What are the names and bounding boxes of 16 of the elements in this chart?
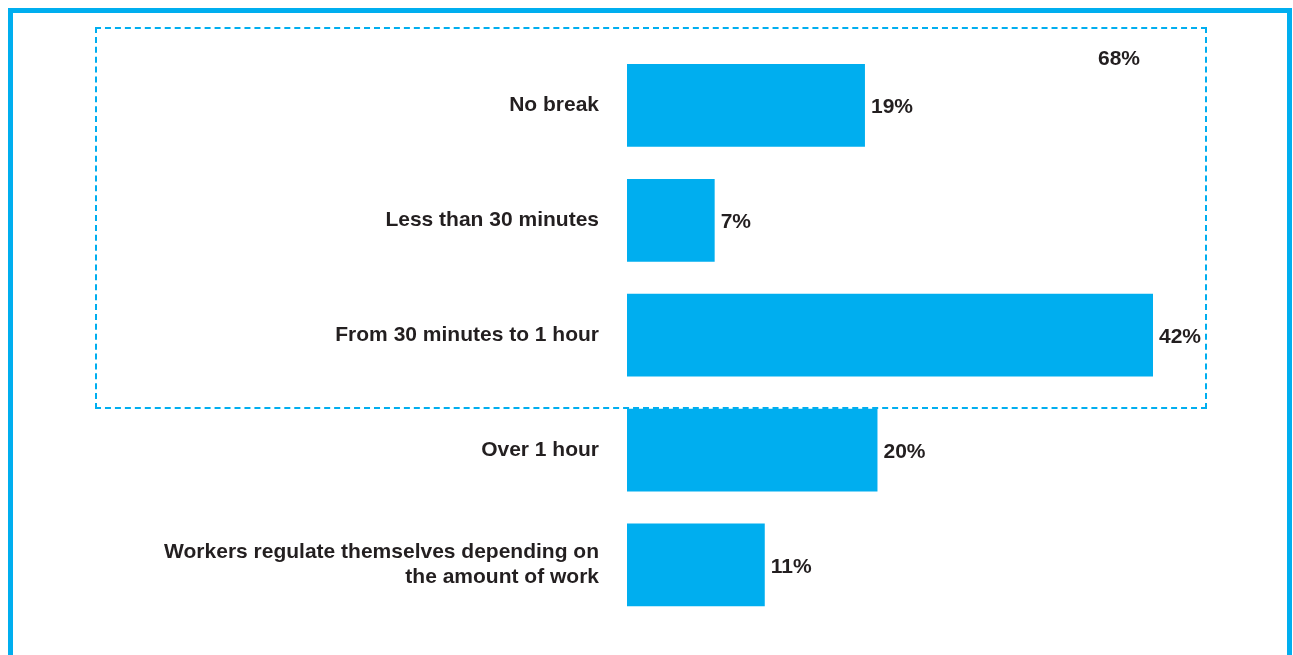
bar	[627, 523, 765, 607]
annotation: 68%	[1098, 46, 1141, 70]
y-tick-label: Workers regulate themselves depending on the amount of work	[164, 539, 600, 588]
y-tick-label: Less than 30 minutes	[385, 207, 599, 231]
bar	[627, 64, 865, 147]
y-tick-label: Over 1 hour	[481, 436, 599, 460]
y-tick-label: No break	[509, 92, 600, 116]
data-label: 19%	[870, 94, 914, 118]
bar	[627, 293, 1153, 377]
bar	[627, 408, 878, 492]
y-tick-label: From 30 minutes to 1 hour	[335, 322, 599, 345]
data-label: 42%	[1159, 324, 1202, 347]
data-label: 7%	[720, 209, 752, 233]
data-label: 20%	[883, 438, 926, 462]
data-label: 11%	[770, 553, 812, 577]
bar	[627, 178, 715, 262]
